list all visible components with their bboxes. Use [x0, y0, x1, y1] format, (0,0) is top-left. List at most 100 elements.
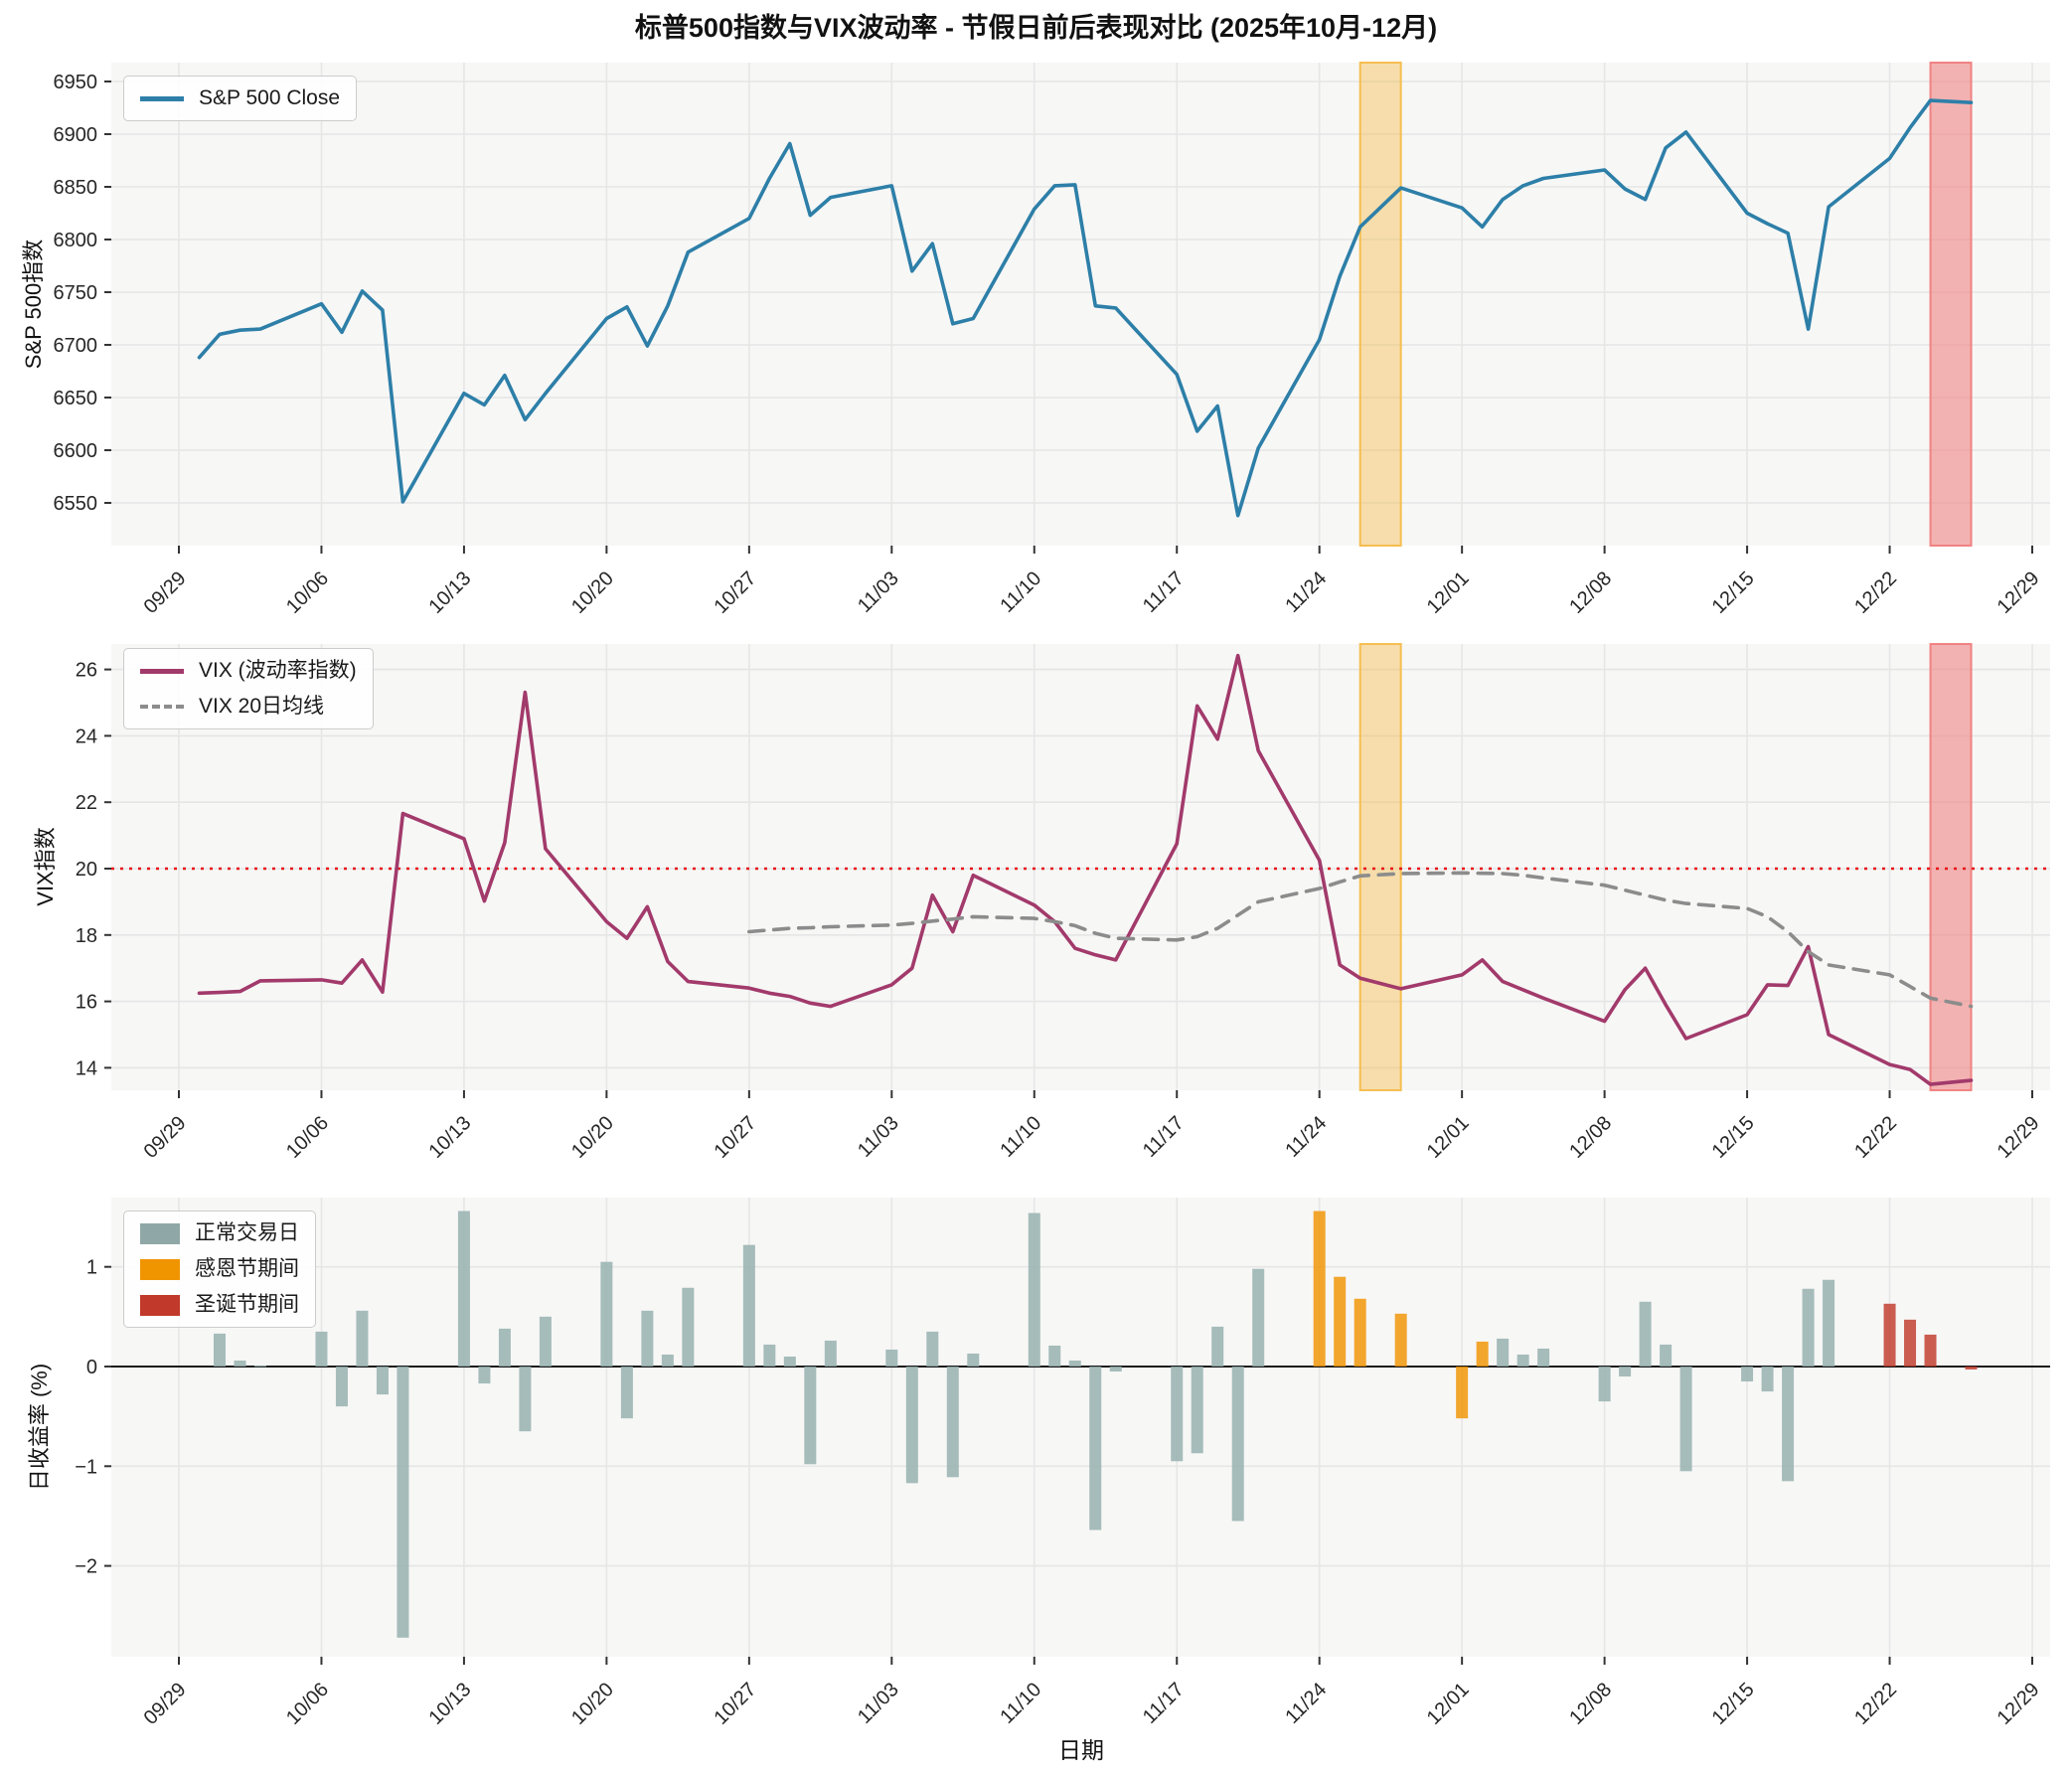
x-tick-label: 12/22	[1850, 1679, 1901, 1729]
returns-y-axis-label: 日收益率 (%)	[27, 1363, 52, 1492]
x-tick-label: 11/03	[854, 1679, 903, 1728]
vix-ma-line	[746, 871, 1974, 1009]
return-bar-normal	[1598, 1367, 1611, 1402]
y-tick-label: 6900	[54, 124, 98, 146]
x-tick-label: 12/08	[1565, 1679, 1616, 1729]
x-tick-label: 12/08	[1565, 567, 1616, 618]
x-tick-label: 10/13	[425, 1679, 476, 1729]
return-bar-normal	[1089, 1367, 1102, 1531]
return-bar-normal	[1068, 1360, 1081, 1367]
x-tick-label: 11/10	[996, 567, 1045, 617]
returns-chart: −2 −1 0 1 09/29 10/06 10/13 10/20 10/27 11/03 11/1…	[75, 1198, 2050, 1729]
vix-legend: VIX (波动率指数) VIX 20日均线	[123, 648, 374, 730]
return-bar-christmas	[1883, 1303, 1896, 1367]
return-bar-normal	[641, 1310, 654, 1367]
return-bar-normal	[1109, 1367, 1122, 1372]
return-bar-normal	[1048, 1345, 1061, 1367]
figure-title: 标普500指数与VIX波动率 - 节假日前后表现对比 (2025年10月-12月…	[634, 13, 1438, 43]
return-bar-normal	[478, 1367, 491, 1384]
return-bar-normal	[1231, 1367, 1244, 1522]
return-bar-normal	[397, 1367, 409, 1638]
y-tick-label: 22	[76, 792, 97, 814]
return-bar-normal	[1639, 1301, 1652, 1367]
return-bar-normal	[804, 1367, 817, 1465]
normal-days-legend-row: 正常交易日	[140, 1221, 299, 1245]
price-legend: S&P 500 Close	[123, 76, 358, 122]
sp500-line	[197, 98, 1974, 518]
return-bar-thanksgiving	[1313, 1210, 1326, 1367]
return-bar-normal	[519, 1367, 532, 1432]
return-bar-normal	[1679, 1367, 1692, 1472]
christmas-swatch	[140, 1294, 180, 1316]
x-tick-label: 12/01	[1423, 1679, 1474, 1729]
y-tick-label: 6550	[54, 493, 98, 515]
y-tick-label: −2	[75, 1556, 97, 1578]
thanksgiving-legend-row: 感恩节期间	[140, 1257, 299, 1281]
y-tick-label: 6650	[54, 388, 98, 409]
return-bar-thanksgiving	[1476, 1341, 1489, 1367]
vix-ma-dash-swatch	[140, 705, 184, 710]
x-tick-label: 12/01	[1423, 567, 1474, 618]
plot-background	[111, 63, 2050, 546]
sp500-line-swatch	[140, 95, 184, 101]
price-legend-row: S&P 500 Close	[140, 86, 340, 110]
return-bar-normal	[763, 1344, 776, 1367]
return-bar-thanksgiving	[1394, 1313, 1407, 1367]
return-bar-normal	[1537, 1348, 1550, 1367]
return-bar-normal	[1660, 1344, 1673, 1367]
return-bar-normal	[1823, 1279, 1835, 1367]
x-tick-label: 11/17	[1139, 1679, 1189, 1728]
x-tick-label: 09/29	[140, 1679, 191, 1729]
return-bar-normal	[967, 1353, 980, 1367]
return-bar-normal	[1782, 1367, 1795, 1482]
x-tick-label: 10/06	[282, 567, 333, 618]
y-tick-label: 6800	[54, 230, 98, 251]
x-tick-label: 12/22	[1850, 1112, 1901, 1163]
return-bar-christmas	[1965, 1367, 1978, 1371]
return-bar-normal	[824, 1340, 837, 1367]
normal-days-legend-label: 正常交易日	[195, 1221, 299, 1244]
return-bar-normal	[1761, 1367, 1774, 1392]
return-bar-normal	[356, 1310, 369, 1367]
x-tick-label: 12/08	[1565, 1112, 1616, 1163]
price-legend-label: S&P 500 Close	[199, 86, 341, 109]
return-bar-normal	[661, 1354, 674, 1367]
return-bar-normal	[1252, 1268, 1265, 1367]
return-bar-normal	[1516, 1354, 1529, 1367]
x-tick-label: 11/24	[1281, 567, 1331, 617]
returns-legend: 正常交易日 感恩节期间 圣诞节期间	[123, 1210, 316, 1329]
normal-days-swatch	[140, 1222, 180, 1244]
x-tick-label: 09/29	[140, 567, 191, 618]
return-bar-normal	[457, 1210, 470, 1367]
x-tick-label: 11/10	[996, 1112, 1045, 1162]
vix-line	[197, 653, 1974, 1086]
return-bar-normal	[1497, 1338, 1510, 1367]
return-bar-thanksgiving	[1456, 1367, 1469, 1419]
y-tick-label: 18	[76, 925, 97, 947]
x-tick-label: 12/29	[1993, 567, 2044, 618]
y-tick-label: 20	[76, 859, 97, 881]
x-tick-label: 12/29	[1993, 1679, 2044, 1729]
x-tick-label: 10/13	[425, 567, 476, 618]
vix-line-swatch	[140, 668, 184, 674]
y-tick-label: 6600	[54, 440, 98, 462]
christmas-legend-label: 圣诞节期间	[195, 1293, 299, 1317]
return-bar-normal	[1191, 1367, 1203, 1454]
x-tick-label: 11/24	[1281, 1112, 1331, 1162]
christmas-legend-row: 圣诞节期间	[140, 1293, 299, 1317]
x-tick-label: 10/27	[710, 1679, 760, 1729]
vix-ma-legend-label: VIX 20日均线	[199, 695, 325, 719]
y-tick-label: 1	[86, 1257, 97, 1279]
plot-background	[111, 1198, 2050, 1657]
return-bar-normal	[620, 1367, 633, 1419]
price-y-axis-label: S&P 500指数	[21, 239, 46, 370]
y-tick-label: 14	[76, 1057, 97, 1079]
x-tick-label: 12/22	[1850, 567, 1901, 618]
y-tick-label: 24	[76, 726, 97, 747]
return-bar-christmas	[1904, 1319, 1917, 1367]
y-tick-label: 6750	[54, 282, 98, 304]
x-tick-label: 11/03	[854, 567, 903, 617]
return-bar-normal	[234, 1360, 246, 1367]
price-chart: 6550 6600 6650 6700 6750 6800 6850 6900 6950 09/2…	[54, 62, 2050, 618]
